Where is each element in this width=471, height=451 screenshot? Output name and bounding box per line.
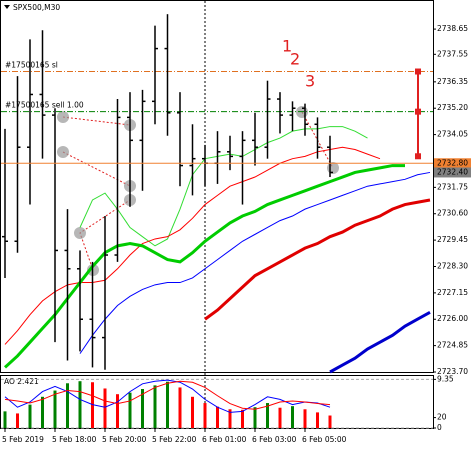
oscillator-line [4, 379, 331, 413]
y-tick-label: 2738.65 [437, 24, 468, 33]
price-label-box [434, 167, 471, 178]
ao-bar [291, 406, 294, 428]
order-label: #17500165 sell 1.00 [5, 101, 84, 110]
ao-bar [28, 404, 32, 428]
indicator-line [329, 311, 431, 374]
indicator-line [204, 198, 431, 321]
y-tick-label: 2728.30 [437, 261, 468, 270]
ao-bar [3, 411, 7, 428]
order-label: #17500165 sl [5, 61, 58, 70]
ao-bar [66, 383, 69, 428]
ao-bar [241, 409, 244, 428]
ao-bar [41, 396, 44, 428]
y-tick-label: 2723.70 [437, 367, 468, 376]
oscillator-line [4, 380, 331, 410]
ao-bar [228, 409, 232, 428]
sl-range-point [415, 108, 421, 115]
indicator-line [3, 164, 405, 369]
ao-bar [316, 412, 319, 428]
y-tick-label: 9.35 [437, 374, 454, 383]
annotation: 3 [305, 72, 315, 91]
ao-bar [278, 407, 282, 428]
x-tick-label: 6 Feb 05:00 [302, 435, 347, 444]
ao-bar [91, 382, 94, 428]
y-tick-label: 2730.60 [437, 209, 468, 218]
ao-bar [216, 406, 219, 428]
price-label: 2732.40 [437, 167, 468, 176]
ao-bar [153, 385, 157, 428]
annotation: 1 [282, 37, 292, 56]
y-tick-label: 2726.00 [437, 314, 468, 323]
x-tick-label: 5 Feb 22:00 [152, 435, 197, 444]
y-tick-label: 2735.20 [437, 103, 468, 112]
y-tick-label: 2734.05 [437, 130, 468, 139]
ao-bar [178, 387, 182, 428]
y-tick-label: 2727.15 [437, 288, 468, 297]
ao-bar [141, 389, 144, 428]
ao-bar [103, 388, 107, 428]
y-tick-label: 2737.55 [437, 49, 468, 58]
x-tick-label: 5 Feb 18:00 [52, 435, 97, 444]
x-tick-label: 5 Feb 2019 [2, 435, 44, 444]
ao-bar [16, 413, 19, 428]
ao-bar [116, 394, 119, 428]
symbol-menu[interactable] [4, 5, 10, 9]
y-tick-label: 2729.45 [437, 235, 468, 244]
ao-bar [53, 390, 57, 428]
ao-bar [266, 403, 269, 428]
sl-range-point [415, 68, 421, 75]
y-tick-label: 2736.35 [437, 77, 468, 86]
y-tick-label: 0 [437, 423, 442, 432]
ao-bar [191, 396, 194, 428]
ao-bar [328, 415, 332, 428]
ao-title: AO 2.421 [4, 377, 39, 386]
x-tick-label: 5 Feb 20:00 [102, 435, 147, 444]
price-label-box [434, 158, 471, 169]
y-tick-label: 2724.85 [437, 341, 468, 350]
symbol-title: SPX500,M30 [13, 3, 60, 12]
y-tick-label: 2731.75 [437, 182, 468, 191]
x-tick-label: 6 Feb 03:00 [252, 435, 297, 444]
ao-bar [303, 409, 307, 428]
main-frame [0, 0, 434, 373]
indicator-line [79, 126, 368, 247]
y-tick-label: 20 [437, 413, 447, 422]
ao-bar [203, 403, 207, 428]
indicator-line [79, 171, 431, 354]
ao-bar [78, 381, 82, 428]
ao-bar [253, 407, 257, 428]
sl-range-point [415, 153, 421, 160]
price-label: 2732.80 [437, 158, 468, 167]
ao-bar [128, 392, 132, 428]
annotation: 2 [290, 50, 300, 69]
x-tick-label: 6 Feb 01:00 [202, 435, 247, 444]
ao-bar [166, 381, 169, 428]
